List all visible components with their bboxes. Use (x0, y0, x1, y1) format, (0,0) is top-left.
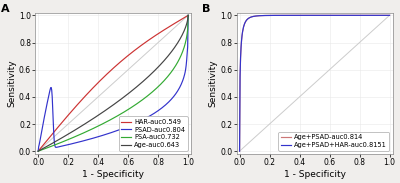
Text: A: A (1, 4, 10, 14)
Text: B: B (202, 4, 211, 14)
Legend: Age+PSAD-auc0.814, Age+PSAD+HAR-auc0.8151: Age+PSAD-auc0.814, Age+PSAD+HAR-auc0.815… (278, 132, 389, 151)
Y-axis label: Sensitivity: Sensitivity (7, 59, 16, 107)
Y-axis label: Sensitivity: Sensitivity (208, 59, 218, 107)
X-axis label: 1 - Specificity: 1 - Specificity (284, 170, 346, 179)
Legend: HAR-auc0.549, PSAD-auc0.804, PSA-auc0.732, Age-auc0.643: HAR-auc0.549, PSAD-auc0.804, PSA-auc0.73… (119, 116, 188, 151)
X-axis label: 1 - Specificity: 1 - Specificity (82, 170, 144, 179)
